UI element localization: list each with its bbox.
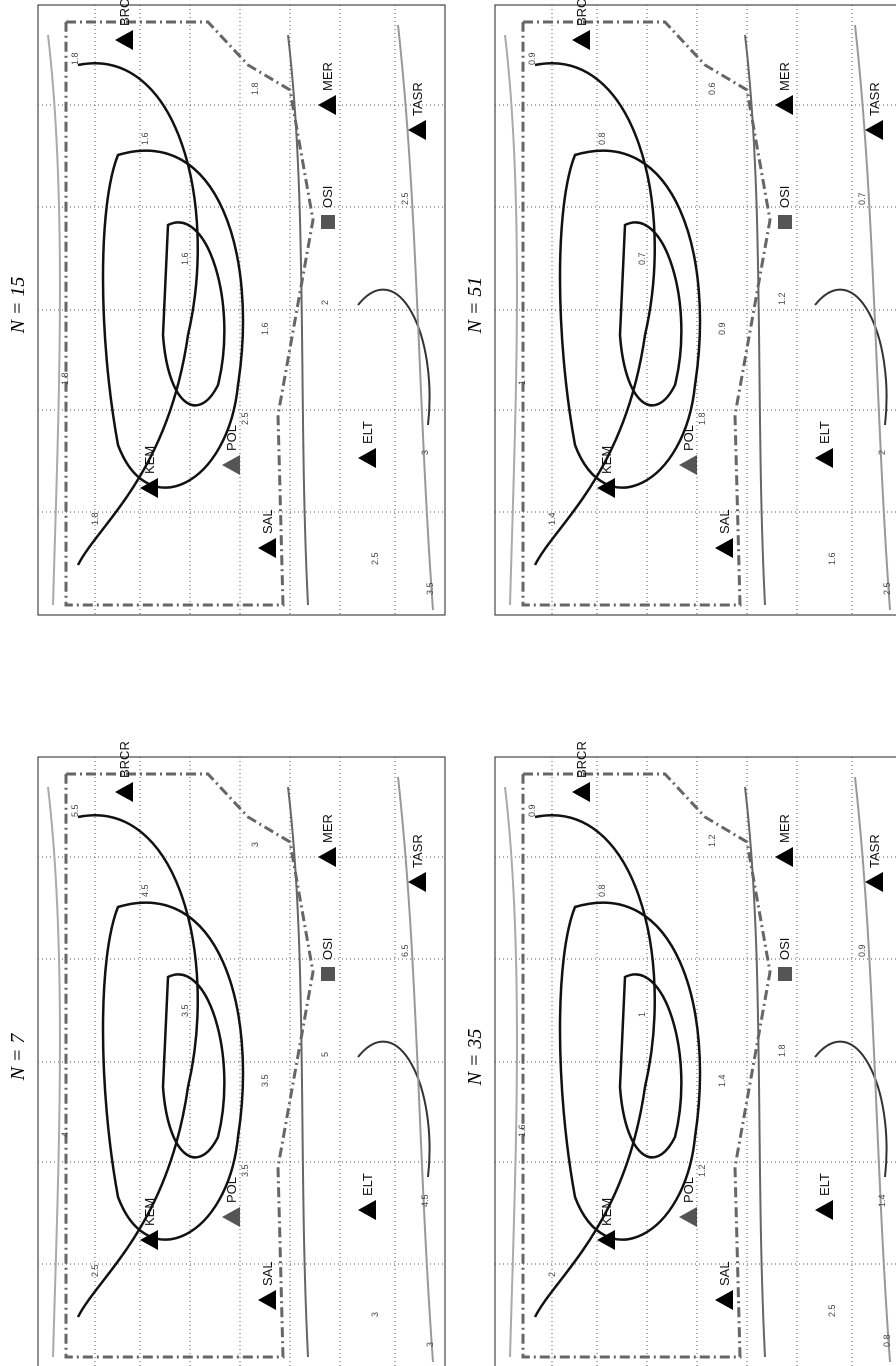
- contour-label: 1: [637, 1012, 647, 1017]
- contour-label: 3.5: [240, 1164, 250, 1177]
- contour-label: 0.9: [527, 804, 537, 817]
- panel-title: N = 7: [7, 1033, 29, 1082]
- station-label: BRCR: [574, 741, 589, 778]
- station-label: SAL: [260, 1261, 275, 1286]
- contour-label: 0.8: [597, 132, 607, 145]
- contour-label: 2.5: [827, 1304, 837, 1317]
- contour-label: 1.6: [140, 132, 150, 145]
- map-panel: 5.5 4.5 3.5 3 3.5 4 5 2.5 3 3.5 4.5 3 6.5 BRCR MER TASR…: [38, 741, 445, 1366]
- station-label: TASR: [867, 834, 882, 868]
- map-panel: 0.9 0.8 0.7 0.6 0.9 1 1.2 1.4 1.6 1.8 2 2.5 0.7 BRCR M…: [495, 0, 896, 615]
- station-label: OSI: [320, 186, 335, 208]
- station-label: MER: [777, 62, 792, 91]
- station-label: OSI: [777, 938, 792, 960]
- contour-label: 4.5: [140, 884, 150, 897]
- contour-label: 5.5: [70, 804, 80, 817]
- station-label: KEM: [142, 1198, 157, 1226]
- contour-label: 1.8: [90, 512, 100, 525]
- contour-label: 1.4: [877, 1194, 887, 1207]
- station-label: KEM: [599, 1198, 614, 1226]
- contour-label: 1.6: [827, 552, 837, 565]
- contour-label: 1.2: [777, 292, 787, 305]
- contour-label: 2: [877, 450, 887, 455]
- station-label: TASR: [867, 82, 882, 116]
- contour-label: 3.5: [425, 582, 435, 595]
- contour-label: 1.8: [70, 52, 80, 65]
- station-label: SAL: [260, 509, 275, 534]
- contour-label: 0.9: [857, 944, 867, 957]
- contour-label: 0.8: [597, 884, 607, 897]
- contour-label: 3: [420, 450, 430, 455]
- contour-label: 1.8: [777, 1044, 787, 1057]
- station-label: POL: [681, 1177, 696, 1203]
- contour-label: 4: [60, 1132, 70, 1137]
- station-label: POL: [681, 425, 696, 451]
- contour-label: 0.8: [882, 1334, 892, 1347]
- station-label: OSI: [320, 938, 335, 960]
- map-panel: 1.8 1.6 1.6 1.8 1.6 1.8 2 1.8 2.5 2.5 3 3.5 2.5 BRCR M…: [38, 0, 445, 615]
- contour-label: 1.6: [180, 252, 190, 265]
- contour-label: 1.4: [717, 1074, 727, 1087]
- station-label: POL: [224, 425, 239, 451]
- contour-label: 1: [517, 380, 527, 385]
- station-label: BRCR: [117, 0, 132, 26]
- contour-label: 6.5: [400, 944, 410, 957]
- station-label: MER: [320, 62, 335, 91]
- contour-label: 1.8: [697, 412, 707, 425]
- contour-label: 1.2: [707, 834, 717, 847]
- contour-label: 2.5: [370, 552, 380, 565]
- contour-label: 0.7: [857, 192, 867, 205]
- contour-label: 3: [370, 1312, 380, 1317]
- contour-label: 2.5: [400, 192, 410, 205]
- station-label: ELT: [817, 421, 832, 444]
- contour-label: 1.4: [547, 512, 557, 525]
- contour-label: 1.2: [697, 1164, 707, 1177]
- station-label: BRCR: [117, 741, 132, 778]
- station-label: ELT: [360, 1173, 375, 1196]
- station-label: POL: [224, 1177, 239, 1203]
- panel-title: N = 51: [464, 277, 486, 335]
- station-label: OSI: [777, 186, 792, 208]
- contour-label: 3.5: [260, 1074, 270, 1087]
- station-square: [778, 967, 792, 981]
- station-label: MER: [320, 814, 335, 843]
- station-label: TASR: [410, 82, 425, 116]
- contour-label: 1.8: [60, 372, 70, 385]
- station-label: MER: [777, 814, 792, 843]
- contour-label: 1.6: [517, 1124, 527, 1137]
- station-label: KEM: [599, 446, 614, 474]
- station-label: SAL: [717, 1261, 732, 1286]
- contour-label: 1.8: [250, 82, 260, 95]
- station-label: TASR: [410, 834, 425, 868]
- contour-label: 3.5: [180, 1004, 190, 1017]
- contour-label: 2.5: [90, 1264, 100, 1277]
- map-panel: 0.9 0.8 1 1.2 1.4 1.6 1.8 2 2.5 1.2 1.4 0.8 0.9 BRCR M…: [495, 741, 896, 1366]
- contour-label: 0.7: [637, 252, 647, 265]
- contour-label: 2: [547, 1272, 557, 1277]
- station-label: ELT: [817, 1173, 832, 1196]
- station-square: [321, 215, 335, 229]
- station-square: [321, 967, 335, 981]
- contour-label: 3: [250, 842, 260, 847]
- contour-label: 0.9: [717, 322, 727, 335]
- station-label: ELT: [360, 421, 375, 444]
- contour-label: 2.5: [882, 582, 892, 595]
- contour-label: 0.6: [707, 82, 717, 95]
- contour-label: 2.5: [240, 412, 250, 425]
- station-square: [778, 215, 792, 229]
- contour-label: 2: [320, 300, 330, 305]
- panel-title: N = 35: [464, 1029, 486, 1087]
- contour-label: 1.6: [260, 322, 270, 335]
- figure: 1.8 1.6 1.6 1.8 1.6 1.8 2 1.8 2.5 2.5 3 3.5 2.5 BRCR M…: [0, 0, 896, 1366]
- station-label: SAL: [717, 509, 732, 534]
- panel-title: N = 15: [7, 277, 29, 335]
- contour-label: 5: [320, 1052, 330, 1057]
- station-label: BRCR: [574, 0, 589, 26]
- station-label: KEM: [142, 446, 157, 474]
- contour-label: 3: [425, 1342, 435, 1347]
- contour-label: 4.5: [420, 1194, 430, 1207]
- contour-label: 0.9: [527, 52, 537, 65]
